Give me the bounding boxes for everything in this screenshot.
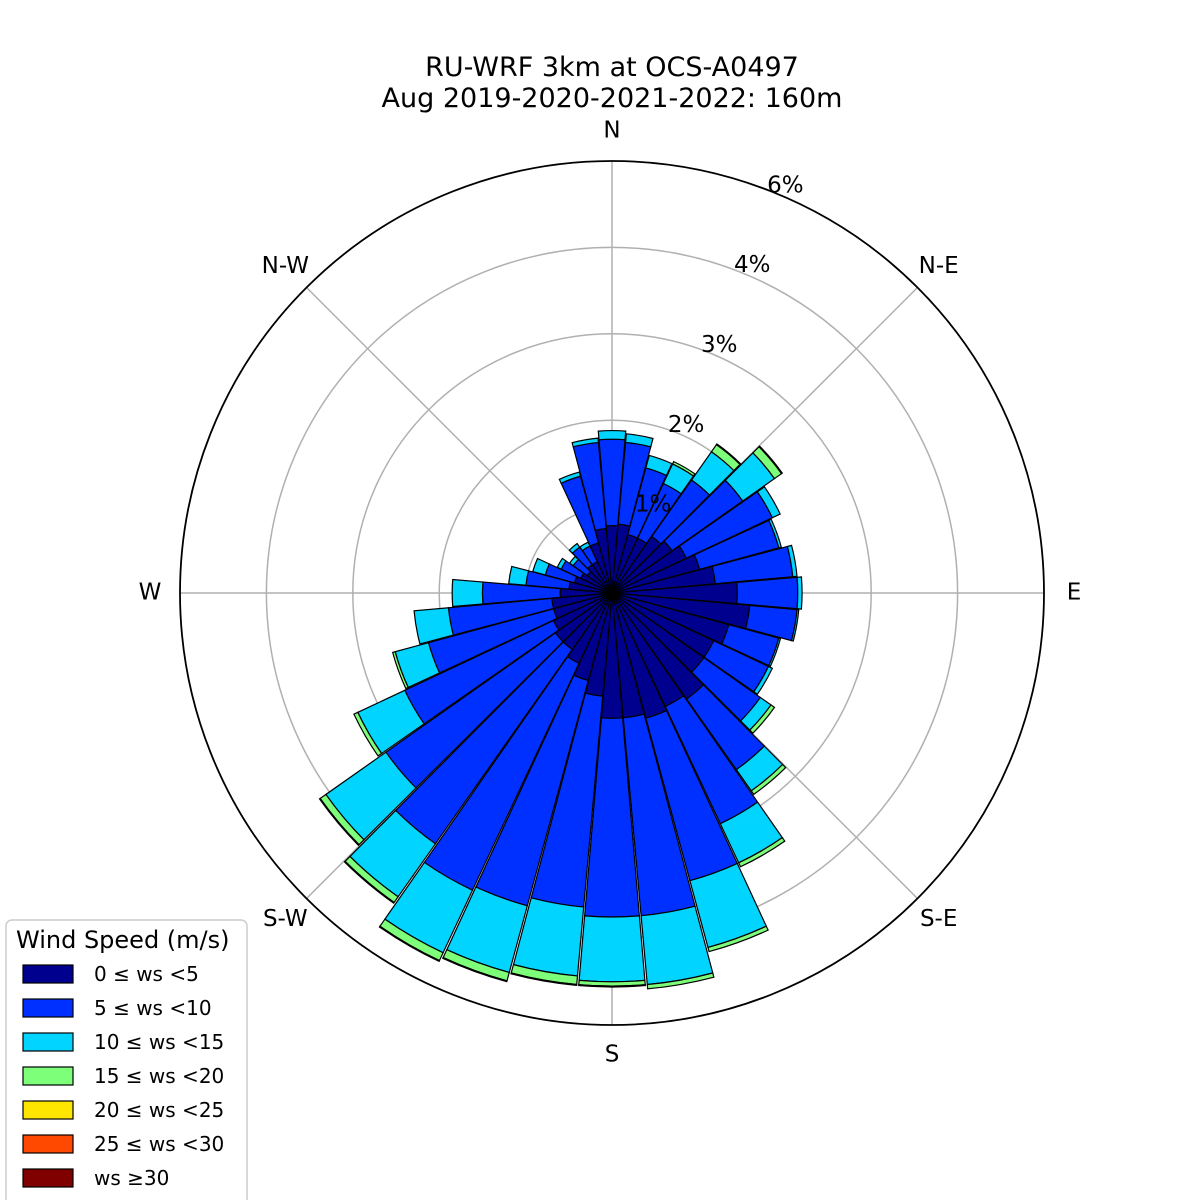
wind-bar xyxy=(756,486,781,519)
legend-label: 5 ≤ ws <10 xyxy=(94,996,212,1020)
legend-items: 0 ≤ ws <5 5 ≤ ws <10 10 ≤ ws <15 15 ≤ ws <2… xyxy=(22,962,224,1190)
wind-bar xyxy=(556,557,567,570)
legend-swatch xyxy=(22,1066,74,1086)
legend-swatch xyxy=(22,1032,74,1052)
wind-bar xyxy=(578,915,646,983)
legend-label: 15 ≤ ws <20 xyxy=(94,1064,224,1088)
legend-swatch xyxy=(22,964,74,984)
wind-bar xyxy=(796,576,803,610)
wind-bar xyxy=(750,763,787,796)
legend-box xyxy=(5,919,248,1200)
wind-bar xyxy=(451,578,484,608)
wind-bar xyxy=(715,443,742,466)
wind-bar xyxy=(624,433,654,448)
wind-bar xyxy=(671,460,696,477)
legend-title: Wind Speed (m/s) xyxy=(16,926,230,954)
wind-bar xyxy=(343,860,395,904)
wind-bar xyxy=(597,429,627,441)
direction-label: W xyxy=(139,580,162,606)
direction-label: N xyxy=(603,118,620,144)
legend-label: ws ≥30 xyxy=(94,1166,169,1190)
wind-bar xyxy=(737,836,786,868)
legend-swatch xyxy=(22,1168,74,1188)
legend-swatch xyxy=(22,998,74,1018)
wind-bar xyxy=(318,797,360,847)
direction-label: S xyxy=(605,1042,620,1068)
wind-bar xyxy=(353,711,383,757)
radial-tick-label: 1% xyxy=(635,492,672,518)
legend-label: 0 ≤ ws <5 xyxy=(94,962,199,986)
legend-label: 20 ≤ ws <25 xyxy=(94,1098,224,1122)
wind-bar xyxy=(532,557,551,576)
radial-tick-label: 3% xyxy=(701,332,738,358)
wind-bar xyxy=(645,454,673,477)
wind-bar xyxy=(558,471,582,485)
direction-labels: N N-E E S-E S S-W W N-W xyxy=(139,118,1082,1068)
wind-bar xyxy=(413,607,455,645)
legend-label: 25 ≤ ws <30 xyxy=(94,1132,224,1156)
wind-bar xyxy=(786,544,798,578)
direction-label: N-W xyxy=(262,253,309,279)
wind-bar xyxy=(510,972,578,987)
direction-label: E xyxy=(1067,580,1082,606)
grid-spoke xyxy=(305,286,613,594)
wind-bar xyxy=(391,650,409,690)
wind-bar xyxy=(768,637,782,668)
chart-subtitle: Aug 2019-2020-2021-2022: 160m xyxy=(382,83,843,114)
radial-tick-label: 2% xyxy=(668,412,705,438)
legend-swatch xyxy=(22,1100,74,1120)
wind-bar xyxy=(736,576,799,610)
wind-bar xyxy=(378,925,441,963)
wind-bar xyxy=(752,665,774,696)
wind-bar xyxy=(790,609,800,642)
wind-bar xyxy=(748,704,776,734)
outer-circle xyxy=(179,160,1045,1026)
wind-bar xyxy=(568,542,581,555)
wind-bar xyxy=(758,445,784,475)
direction-label: N-E xyxy=(919,253,959,279)
radial-tick-label: 4% xyxy=(734,252,771,278)
direction-label: S-W xyxy=(263,906,308,932)
legend-swatch xyxy=(22,1134,74,1154)
wind-bar xyxy=(646,972,715,990)
radial-tick-labels: 1% 2% 3% 4% 6% xyxy=(635,172,804,517)
legend: Wind Speed (m/s) 0 ≤ ws <5 5 ≤ ws <10 10 ≤… xyxy=(5,919,248,1200)
direction-label: S-E xyxy=(920,906,957,932)
wind-rose-bars xyxy=(318,429,803,990)
chart-title: RU-WRF 3km at OCS-A0497 xyxy=(425,52,799,83)
wind-bar xyxy=(508,565,530,586)
wind-bar xyxy=(571,437,600,448)
wind-bar xyxy=(768,518,783,549)
wind-bar xyxy=(442,956,508,983)
legend-label: 10 ≤ ws <15 xyxy=(94,1030,224,1054)
radial-tick-label: 6% xyxy=(767,172,804,198)
wind-bar xyxy=(707,925,769,953)
wind-bar xyxy=(578,984,646,988)
